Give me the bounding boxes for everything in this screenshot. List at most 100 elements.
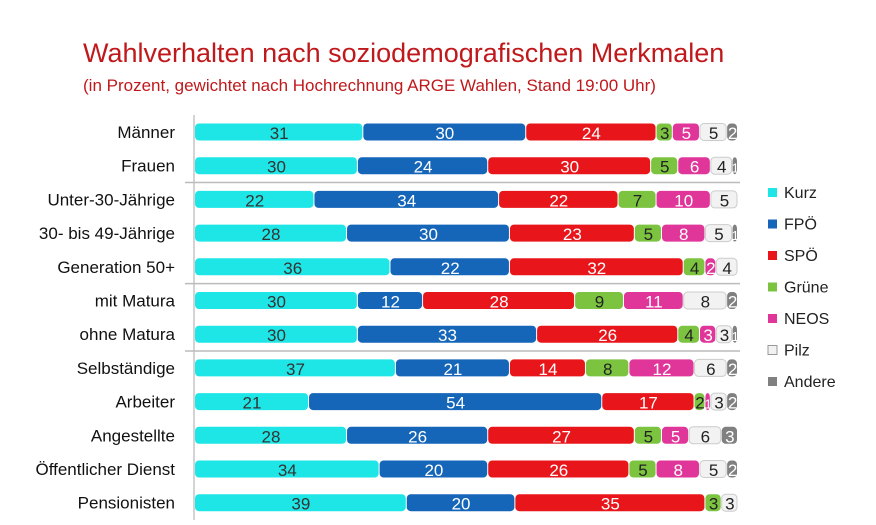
data-label: 26 [598, 326, 617, 345]
data-label: 32 [587, 259, 606, 278]
data-label: 36 [283, 259, 302, 278]
data-label: 5 [644, 427, 653, 446]
bar-segment-spö [515, 494, 705, 512]
data-label: 5 [709, 124, 718, 143]
data-label: 8 [674, 461, 683, 480]
bar-segment-fpö [357, 157, 488, 175]
data-label: 11 [645, 293, 663, 312]
bar-segment-pilz [710, 190, 738, 209]
data-label: 34 [397, 191, 416, 210]
bar-segment-pilz [704, 224, 733, 243]
category-label: Unter-30-Jährige [47, 190, 175, 209]
bar-segment-spö [423, 292, 575, 309]
data-label: 5 [720, 191, 729, 210]
bar-segment-grüne [634, 224, 661, 242]
bar-segment-andere [727, 292, 737, 309]
bar-segment-neos [672, 123, 699, 141]
data-label: 3 [720, 326, 729, 345]
bar-segment-kurz [195, 359, 395, 377]
data-label: 28 [490, 293, 509, 312]
legend-swatch [768, 282, 777, 292]
bar-segment-andere [727, 460, 737, 478]
category-label: Öffentlicher Dienst [35, 460, 175, 479]
legend-swatch [768, 314, 777, 323]
bar-segment-fpö [395, 359, 509, 377]
category-label: Frauen [121, 157, 175, 176]
data-label: 3 [709, 495, 718, 514]
data-label: 5 [671, 427, 680, 446]
bar-segment-andere [727, 359, 737, 377]
data-label: 22 [245, 191, 264, 210]
bar-segment-andere [732, 224, 737, 242]
data-label: 1 [732, 228, 739, 243]
data-label: 3 [703, 326, 712, 345]
chart-subtitle: (in Prozent, gewichtet nach Hochrechnung… [83, 76, 656, 95]
data-label: 17 [639, 394, 658, 413]
bar-segment-grüne [629, 460, 656, 478]
category-label: 30- bis 49-Jährige [39, 224, 175, 243]
category-label: Generation 50+ [57, 258, 175, 277]
data-label: 21 [443, 360, 462, 379]
category-label: Männer [117, 123, 175, 142]
bar-segment-fpö [390, 258, 509, 276]
bar-segment-grüne [656, 123, 672, 141]
legend-swatch [768, 377, 777, 386]
bar-segment-pilz [715, 257, 738, 276]
data-label: 30 [419, 225, 438, 244]
legend-entry: FPÖ [784, 216, 817, 234]
bar-segment-neos [705, 393, 710, 411]
data-label: 2 [728, 394, 737, 413]
bar-segment-grüne [585, 359, 629, 377]
bar-segment-spö [488, 460, 629, 478]
data-label: 2 [728, 461, 737, 480]
data-label: 6 [706, 360, 715, 379]
bar-segment-kurz [195, 393, 309, 411]
bar-segment-neos [629, 359, 694, 377]
legend-swatch [768, 219, 777, 229]
bar-segment-neos [661, 224, 705, 242]
bar-segment-spö [509, 359, 585, 377]
bar-segment-grüne [618, 190, 656, 208]
data-label: 3 [660, 124, 669, 143]
bar-segment-grüne [683, 258, 705, 276]
bar-segment-neos [705, 258, 716, 276]
data-label: 3 [725, 427, 734, 446]
bar-segment-neos [661, 426, 689, 444]
category-label: Arbeiter [115, 393, 175, 412]
data-label: 4 [717, 158, 726, 177]
category-label: Angestellte [91, 426, 175, 445]
data-label: 28 [262, 427, 281, 446]
legend-entry: NEOS [784, 311, 829, 328]
data-label: 33 [438, 326, 457, 345]
data-label: 31 [270, 124, 289, 143]
bar-segment-neos [623, 292, 683, 309]
data-label: 34 [278, 461, 297, 480]
bar-segment-fpö [379, 460, 488, 478]
bar-segment-kurz [195, 123, 363, 141]
bar-segment-kurz [195, 190, 314, 208]
bar-segment-pilz [721, 493, 738, 512]
bar-segment-kurz [195, 325, 357, 343]
data-label: 28 [262, 225, 281, 244]
data-label: 2 [728, 360, 737, 379]
data-label: 30 [435, 124, 454, 143]
bar-segment-spö [537, 325, 678, 343]
bar-segment-spö [488, 426, 634, 444]
bar-segment-andere [727, 123, 737, 141]
bar-segment-neos [656, 460, 699, 478]
bar-segment-grüne [634, 426, 661, 444]
data-label: 21 [243, 394, 262, 413]
data-label: 8 [679, 225, 688, 244]
bar-segment-pilz [683, 291, 727, 310]
bar-segment-kurz [195, 426, 347, 444]
data-label: 35 [601, 495, 620, 514]
legend-entry: Andere [784, 374, 836, 391]
data-label: 5 [644, 225, 653, 244]
bar-segment-pilz [694, 358, 727, 377]
bar-segment-spö [526, 123, 656, 141]
bar-segment-kurz [195, 224, 347, 242]
data-label: 22 [549, 191, 568, 210]
data-label: 5 [638, 461, 647, 480]
data-label: 6 [690, 158, 699, 177]
